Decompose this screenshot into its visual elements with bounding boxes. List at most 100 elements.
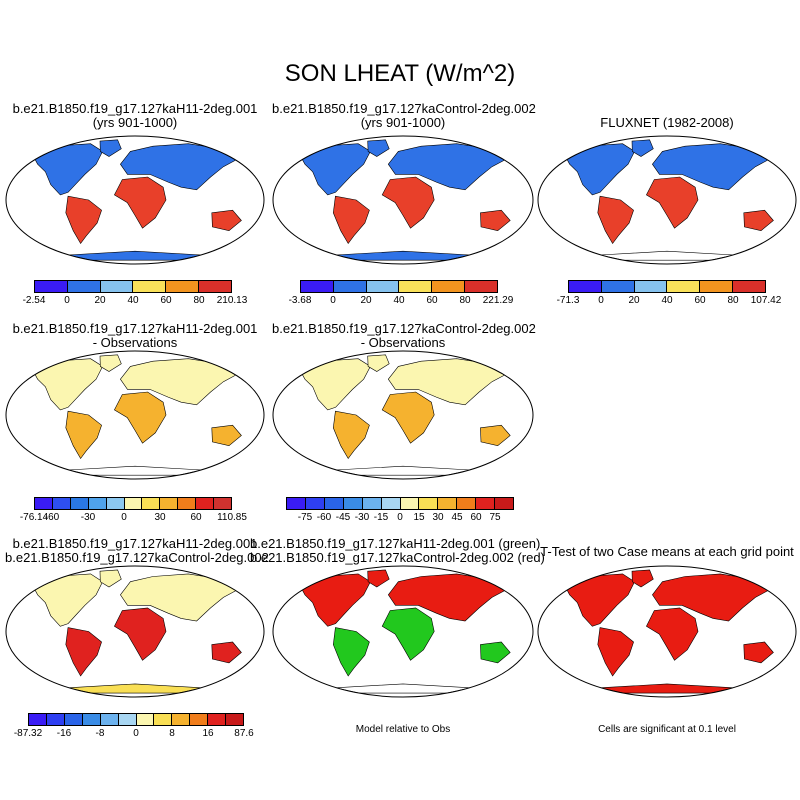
map-panel-5 bbox=[272, 350, 534, 480]
continent-greenland bbox=[99, 139, 122, 157]
colorbar-block bbox=[136, 714, 155, 725]
colorbar-block bbox=[118, 714, 137, 725]
continent-africa bbox=[114, 391, 167, 444]
colorbar-block bbox=[601, 281, 635, 292]
panel-8-title: b.e21.B1850.f19_g17.127kaH11-2deg.001 (g… bbox=[250, 536, 545, 565]
continent-southAmerica bbox=[332, 195, 370, 245]
colorbar-block bbox=[166, 281, 200, 292]
panel-7-title-line2: b.e21.B1850.f19_g17.127kaControl-2deg.00… bbox=[5, 550, 269, 565]
panel-1-title: b.e21.B1850.f19_g17.127kaH11-2deg.001 (y… bbox=[5, 102, 265, 130]
panel-2-title: b.e21.B1850.f19_g17.127kaControl-2deg.00… bbox=[272, 102, 536, 130]
continent-antarctica bbox=[67, 250, 203, 261]
continent-northAmerica bbox=[298, 358, 371, 411]
colorbar-block bbox=[64, 714, 83, 725]
colorbar-tick-label: -3.68 bbox=[288, 295, 312, 306]
colorbar-tick-label: -8 bbox=[95, 728, 105, 739]
colorbar-tick-label: 80 bbox=[193, 295, 205, 306]
continent-northAmerica bbox=[31, 143, 103, 196]
colorbar-1 bbox=[34, 280, 232, 293]
continent-eurasia bbox=[387, 358, 508, 406]
continent-antarctica bbox=[67, 465, 203, 476]
panel-8-title-line1: b.e21.B1850.f19_g17.127kaH11-2deg.001 (g… bbox=[250, 536, 541, 551]
continent-antarctica bbox=[599, 683, 735, 694]
colorbar-tick-label: 75 bbox=[489, 512, 501, 523]
panel-7-title: b.e21.B1850.f19_g17.127kaH11-2deg.001 b.… bbox=[5, 536, 269, 565]
panel-7-title-line1: b.e21.B1850.f19_g17.127kaH11-2deg.001 bbox=[12, 536, 258, 551]
colorbar-tick-label: -15 bbox=[373, 512, 389, 523]
continent-africa bbox=[381, 607, 435, 661]
map-panel-9 bbox=[537, 565, 797, 698]
colorbar-block bbox=[305, 498, 325, 509]
colorbar-block bbox=[476, 498, 496, 509]
map-panel-4 bbox=[5, 350, 265, 480]
map-panel-3 bbox=[537, 135, 797, 265]
colorbar-tick-label: 107.42 bbox=[750, 295, 782, 306]
continent-southAmerica bbox=[332, 627, 370, 677]
map-border bbox=[272, 135, 534, 265]
colorbar-block bbox=[400, 498, 420, 509]
colorbar-tick-label: 20 bbox=[628, 295, 640, 306]
panel-3-title-line1: FLUXNET (1982-2008) bbox=[600, 115, 734, 130]
colorbar-tick-label: -16 bbox=[56, 728, 72, 739]
map-panel-2 bbox=[272, 135, 534, 265]
continent-greenland bbox=[367, 569, 390, 588]
colorbar-block bbox=[100, 714, 119, 725]
colorbar-block bbox=[438, 498, 458, 509]
colorbar-block bbox=[287, 498, 306, 509]
colorbar-tick-label: -71.3 bbox=[556, 295, 580, 306]
continent-antarctica bbox=[599, 250, 735, 261]
colorbar-tick-label: 80 bbox=[727, 295, 739, 306]
colorbar-tick-label: 60 bbox=[426, 295, 438, 306]
colorbar-7 bbox=[28, 713, 244, 726]
continent-africa bbox=[114, 607, 167, 661]
panel-8-title-line2: b.e21.B1850.f19_g17.127kaControl-2deg.00… bbox=[250, 550, 545, 565]
colorbar-block bbox=[82, 714, 101, 725]
colorbar-block bbox=[700, 281, 734, 292]
colorbar-block bbox=[190, 714, 209, 725]
colorbar-block bbox=[214, 498, 231, 509]
continent-eurasia bbox=[652, 143, 771, 191]
continent-africa bbox=[646, 176, 699, 229]
panel-4-title-line2: - Observations bbox=[92, 335, 178, 350]
colorbar-4 bbox=[34, 497, 232, 510]
colorbar-tick-label: -60 bbox=[316, 512, 332, 523]
colorbar-block bbox=[457, 498, 477, 509]
colorbar-block bbox=[160, 498, 179, 509]
colorbar-tick-label: -30 bbox=[354, 512, 370, 523]
colorbar-tick-label: 0 bbox=[330, 295, 336, 306]
continent-australia bbox=[480, 641, 511, 664]
continent-australia bbox=[211, 424, 242, 447]
colorbar-block bbox=[399, 281, 433, 292]
continent-northAmerica bbox=[563, 143, 635, 196]
colorbar-block bbox=[196, 498, 215, 509]
colorbar-block bbox=[178, 498, 197, 509]
continent-greenland bbox=[99, 354, 122, 372]
continent-eurasia bbox=[120, 358, 239, 406]
continent-australia bbox=[480, 209, 511, 232]
continent-southAmerica bbox=[65, 410, 102, 460]
map-border bbox=[5, 565, 265, 698]
continent-eurasia bbox=[387, 573, 508, 622]
colorbar-tick-label: 0 bbox=[64, 295, 70, 306]
colorbar-tick-label: 15 bbox=[413, 512, 425, 523]
continent-northAmerica bbox=[31, 573, 103, 627]
colorbar-tick-label: -75 bbox=[297, 512, 313, 523]
continent-australia bbox=[743, 209, 774, 232]
panel-3-title: FLUXNET (1982-2008) bbox=[537, 116, 797, 130]
continent-africa bbox=[381, 391, 435, 444]
continent-australia bbox=[211, 641, 242, 664]
colorbar-tick-label: 110.85 bbox=[217, 512, 247, 523]
continent-northAmerica bbox=[563, 573, 635, 627]
map-border bbox=[272, 350, 534, 480]
colorbar-block bbox=[29, 714, 47, 725]
colorbar-tick-label: 0 bbox=[397, 512, 403, 523]
continent-eurasia bbox=[387, 143, 508, 191]
colorbar-tick-label: 30 bbox=[432, 512, 444, 523]
colorbar-block bbox=[154, 714, 173, 725]
colorbar-block bbox=[208, 714, 227, 725]
colorbar-block bbox=[88, 498, 107, 509]
colorbar-tick-label: 0 bbox=[133, 728, 139, 739]
continent-northAmerica bbox=[31, 358, 103, 411]
colorbar-block bbox=[172, 714, 191, 725]
colorbar-block bbox=[381, 498, 401, 509]
